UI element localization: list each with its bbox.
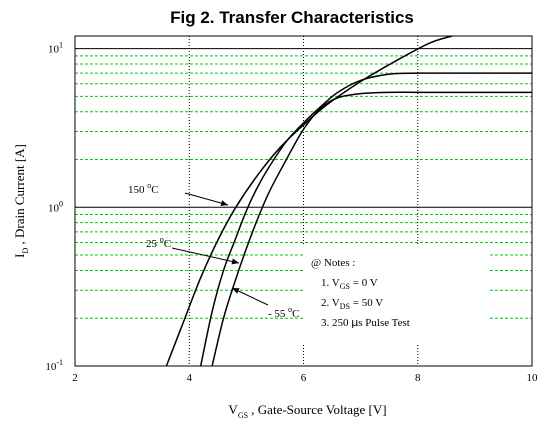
series-label-150c: 150 oC (128, 181, 159, 196)
x-tick-label: 8 (415, 372, 421, 384)
plot-border (74, 35, 533, 367)
notes-box: @ Notes : 1. VGS = 0 V 2. VDS = 50 V 3. 250… (303, 244, 489, 344)
x-tick-label: 4 (187, 372, 193, 384)
series-arrow-25c (171, 247, 240, 264)
curve-minus55c (211, 91, 532, 366)
tick-labels: 2 4 6 8 10 10-1 100 101 (45, 41, 538, 384)
y-axis-label: ID , Drain Current [A] (12, 144, 30, 258)
y-tick-label: 100 (48, 199, 63, 214)
x-tick-label: 2 (72, 372, 78, 384)
notes-header: @ Notes : (311, 257, 355, 269)
x-tick-label: 10 (527, 372, 539, 384)
series-arrow-minus55c-head (232, 288, 240, 294)
curve-25c (199, 72, 532, 366)
axis-labels: VGS , Gate-Source Voltage [V] ID , Drain … (12, 144, 387, 420)
series-arrow-150c (184, 192, 229, 206)
annotation-layer: 150 oC 25 oC - 55 oC (128, 181, 300, 320)
notes-background (303, 244, 489, 344)
y-tick-label: 101 (48, 41, 63, 56)
notes-item: 3. 250 μs Pulse Test (321, 316, 410, 329)
series-arrow-150c-head (220, 200, 228, 207)
curve-150c (165, 36, 453, 366)
notes-item: 2. VDS = 50 V (321, 297, 383, 311)
chart-title: Fig 2. Transfer Characteristics (170, 8, 414, 27)
series-layer (165, 36, 532, 366)
plot-frame (74, 35, 533, 367)
x-tick-label: 6 (301, 372, 307, 384)
series-label-25c: 25 oC (146, 235, 171, 250)
grid-layer (75, 36, 532, 366)
x-axis-label: VGS , Gate-Source Voltage [V] (228, 402, 386, 420)
y-tick-label: 10-1 (45, 358, 63, 373)
series-arrow-25c-head (231, 258, 239, 265)
series-label-minus55c: - 55 oC (268, 305, 300, 320)
notes-item: 1. VGS = 0 V (321, 277, 378, 291)
